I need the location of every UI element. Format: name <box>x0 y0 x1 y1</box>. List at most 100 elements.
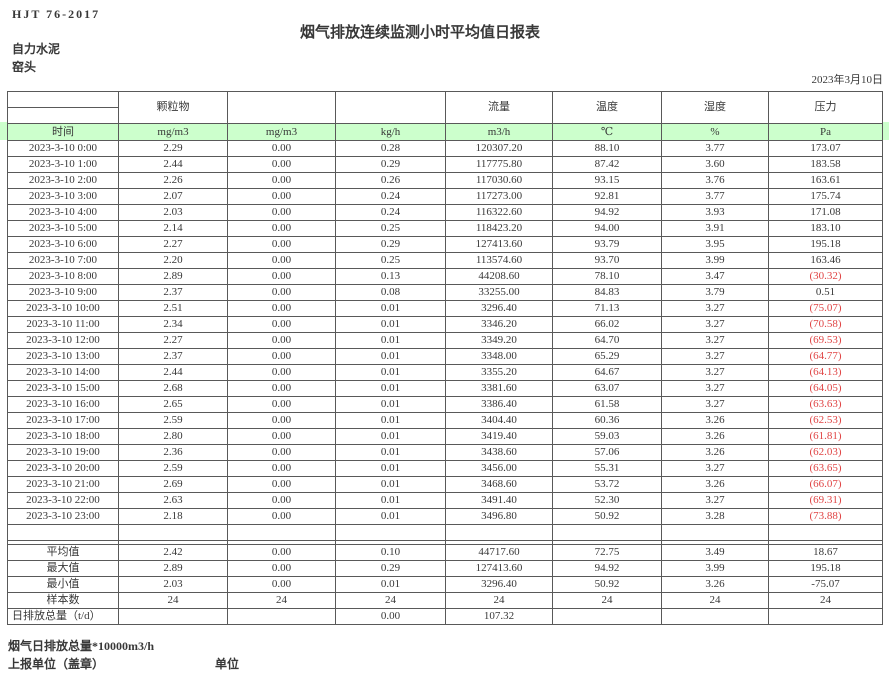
empty-cell <box>661 524 769 541</box>
cell-value: 2.37 <box>118 348 228 365</box>
summary-row: 最小值 2.03 0.00 0.01 3296.40 50.92 3.26 -75.07 <box>7 576 883 593</box>
cell-value: 2.27 <box>118 332 228 349</box>
summary-value: 24 <box>661 592 769 609</box>
cell-value: 3.26 <box>661 476 769 493</box>
cell-value: 3346.20 <box>445 316 553 333</box>
cell-value: 0.25 <box>335 220 446 237</box>
cell-value: 87.42 <box>552 156 662 173</box>
table-row: 2023-3-10 3:00 2.07 0.00 0.24 117273.00 92.81… <box>7 188 883 205</box>
cell-value: 3404.40 <box>445 412 553 429</box>
cell-value: (64.13) <box>768 364 883 381</box>
cell-value: 93.15 <box>552 172 662 189</box>
table-row: 2023-3-10 4:00 2.03 0.00 0.24 116322.60 94.92… <box>7 204 883 221</box>
cell-time: 2023-3-10 21:00 <box>7 476 119 493</box>
cell-value: 0.01 <box>335 380 446 397</box>
cell-value: 0.00 <box>227 236 336 253</box>
summary-row: 最大值 2.89 0.00 0.29 127413.60 94.92 3.99 195.18 <box>7 560 883 577</box>
unit-header-row: 时间 mg/m3 mg/m3 kg/h m3/h ℃ % Pa <box>7 123 883 141</box>
cell-value: 0.00 <box>227 204 336 221</box>
cell-value: 33255.00 <box>445 284 553 301</box>
cell-value: 3355.20 <box>445 364 553 381</box>
cell-value: 2.03 <box>118 204 228 221</box>
empty-cell <box>552 524 662 541</box>
summary-value: 50.92 <box>552 576 662 593</box>
cell-value: 0.01 <box>335 460 446 477</box>
param-header-blank-1 <box>227 91 336 124</box>
unit-header-mgm3-2: mg/m3 <box>227 123 336 141</box>
cell-value: 50.92 <box>552 508 662 525</box>
cell-value: 3.27 <box>661 380 769 397</box>
cell-value: (70.58) <box>768 316 883 333</box>
summary-value: 2.03 <box>118 576 228 593</box>
cell-value: 127413.60 <box>445 236 553 253</box>
cell-value: 0.00 <box>227 396 336 413</box>
cell-value: 71.13 <box>552 300 662 317</box>
empty-cell <box>335 524 446 541</box>
cell-value: (30.32) <box>768 268 883 285</box>
cell-value: (64.77) <box>768 348 883 365</box>
summary-label: 最小值 <box>7 576 119 593</box>
summary-value: 24 <box>445 592 553 609</box>
time-header-blank-cell <box>7 91 119 124</box>
cell-value: 3491.40 <box>445 492 553 509</box>
cell-value: (75.07) <box>768 300 883 317</box>
cell-value: 92.81 <box>552 188 662 205</box>
cell-value: 0.00 <box>227 476 336 493</box>
cell-value: (69.53) <box>768 332 883 349</box>
footer-note: 烟气日排放总量*10000m3/h <box>8 639 155 653</box>
cell-time: 2023-3-10 23:00 <box>7 508 119 525</box>
cell-value: (63.65) <box>768 460 883 477</box>
cell-time: 2023-3-10 4:00 <box>7 204 119 221</box>
cell-value: 93.70 <box>552 252 662 269</box>
cell-value: 0.01 <box>335 476 446 493</box>
cell-time: 2023-3-10 8:00 <box>7 268 119 285</box>
cell-value: 163.46 <box>768 252 883 269</box>
cell-value: 2.89 <box>118 268 228 285</box>
cell-value: 120307.20 <box>445 140 553 157</box>
table-row: 2023-3-10 18:00 2.80 0.00 0.01 3419.40 59.03 3… <box>7 428 883 445</box>
cell-value: 0.00 <box>227 300 336 317</box>
cell-value: 3.91 <box>661 220 769 237</box>
cell-value: 94.00 <box>552 220 662 237</box>
cell-value: 2.68 <box>118 380 228 397</box>
cell-value: 0.00 <box>227 508 336 525</box>
footer-unit-label: 单位 <box>215 657 240 671</box>
cell-time: 2023-3-10 11:00 <box>7 316 119 333</box>
footer-report-unit-label: 上报单位（盖章） <box>8 657 105 671</box>
cell-value: 0.00 <box>227 316 336 333</box>
cell-value: 183.10 <box>768 220 883 237</box>
cell-value: 163.61 <box>768 172 883 189</box>
summary-rows: 平均值 2.42 0.00 0.10 44717.60 72.75 3.49 18.67 最大值… <box>7 544 883 625</box>
cell-value: 0.28 <box>335 140 446 157</box>
cell-value: 2.14 <box>118 220 228 237</box>
table-row: 2023-3-10 16:00 2.65 0.00 0.01 3386.40 61.58 3… <box>7 396 883 413</box>
cell-value: 0.29 <box>335 236 446 253</box>
cell-value: 2.36 <box>118 444 228 461</box>
cell-value: 0.01 <box>335 444 446 461</box>
empty-cell <box>768 524 883 541</box>
cell-value: 3.77 <box>661 188 769 205</box>
unit-header-percent: % <box>661 123 769 141</box>
cell-value: 113574.60 <box>445 252 553 269</box>
cell-time: 2023-3-10 10:00 <box>7 300 119 317</box>
cell-time: 2023-3-10 22:00 <box>7 492 119 509</box>
cell-value: 60.36 <box>552 412 662 429</box>
cell-time: 2023-3-10 6:00 <box>7 236 119 253</box>
cell-value: 3.27 <box>661 348 769 365</box>
cell-value: 3468.60 <box>445 476 553 493</box>
cell-value: 183.58 <box>768 156 883 173</box>
cell-value: 2.44 <box>118 156 228 173</box>
cell-value: 0.01 <box>335 396 446 413</box>
table-row: 2023-3-10 20:00 2.59 0.00 0.01 3456.00 55.31 3… <box>7 460 883 477</box>
table-row: 2023-3-10 5:00 2.14 0.00 0.25 118423.20 94.00… <box>7 220 883 237</box>
table-row: 2023-3-10 6:00 2.27 0.00 0.29 127413.60 93.79… <box>7 236 883 253</box>
table-row: 2023-3-10 15:00 2.68 0.00 0.01 3381.60 63.07 3… <box>7 380 883 397</box>
cell-value: 0.00 <box>227 172 336 189</box>
cell-value: 2.63 <box>118 492 228 509</box>
cell-value: 0.00 <box>227 492 336 509</box>
cell-value: 175.74 <box>768 188 883 205</box>
cell-value: 2.37 <box>118 284 228 301</box>
report-table: 颗粒物 流量 温度 湿度 压力 时间 mg/m3 mg/m3 kg/h m3/h… <box>7 91 883 625</box>
summary-value: 24 <box>552 592 662 609</box>
cell-time: 2023-3-10 18:00 <box>7 428 119 445</box>
